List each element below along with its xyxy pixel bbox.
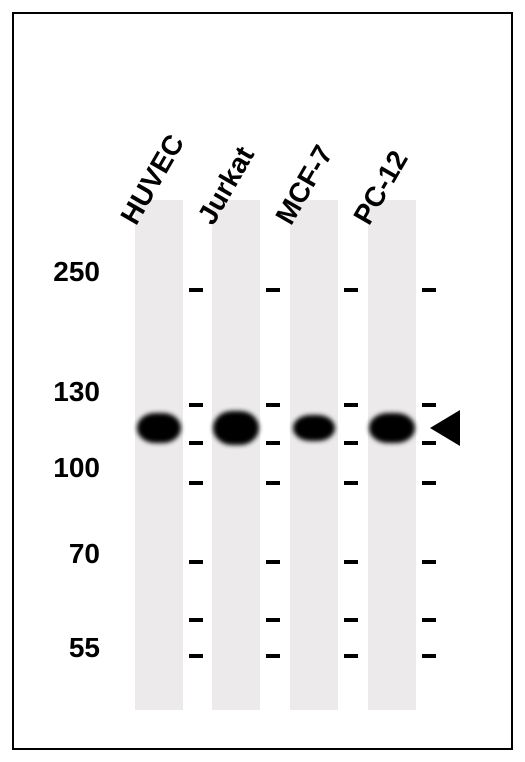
mw-tick xyxy=(344,618,358,622)
mw-tick xyxy=(189,481,203,485)
lane-2 xyxy=(212,200,260,710)
mw-tick xyxy=(189,403,203,407)
mw-tick xyxy=(266,654,280,658)
mw-tick xyxy=(344,288,358,292)
mw-tick xyxy=(189,560,203,564)
lane-3 xyxy=(290,200,338,710)
mw-tick xyxy=(189,288,203,292)
lane-1 xyxy=(135,200,183,710)
mw-tick xyxy=(189,441,203,445)
mw-label-130: 130 xyxy=(30,376,100,408)
lane-4 xyxy=(368,200,416,710)
mw-tick xyxy=(422,618,436,622)
mw-tick xyxy=(266,618,280,622)
mw-tick xyxy=(344,654,358,658)
mw-tick xyxy=(344,403,358,407)
western-blot: HUVECJurkatMCF-7PC-122501301007055 xyxy=(0,0,525,762)
target-band-arrow-icon xyxy=(430,410,460,446)
band-lane-1 xyxy=(137,413,181,443)
mw-tick xyxy=(422,288,436,292)
mw-label-250: 250 xyxy=(30,256,100,288)
mw-tick xyxy=(266,403,280,407)
blot-figure: HUVECJurkatMCF-7PC-122501301007055 xyxy=(0,0,525,762)
mw-label-100: 100 xyxy=(30,452,100,484)
band-lane-2 xyxy=(213,411,259,445)
mw-tick xyxy=(266,441,280,445)
mw-tick xyxy=(189,654,203,658)
mw-label-55: 55 xyxy=(30,632,100,664)
mw-tick xyxy=(422,560,436,564)
mw-tick xyxy=(422,403,436,407)
mw-tick xyxy=(422,481,436,485)
band-lane-4 xyxy=(369,413,415,443)
mw-tick xyxy=(266,481,280,485)
mw-tick xyxy=(344,481,358,485)
mw-label-70: 70 xyxy=(30,538,100,570)
band-lane-3 xyxy=(293,415,335,441)
mw-tick xyxy=(422,654,436,658)
mw-tick xyxy=(266,288,280,292)
mw-tick xyxy=(266,560,280,564)
mw-tick xyxy=(189,618,203,622)
mw-tick xyxy=(344,441,358,445)
mw-tick xyxy=(344,560,358,564)
